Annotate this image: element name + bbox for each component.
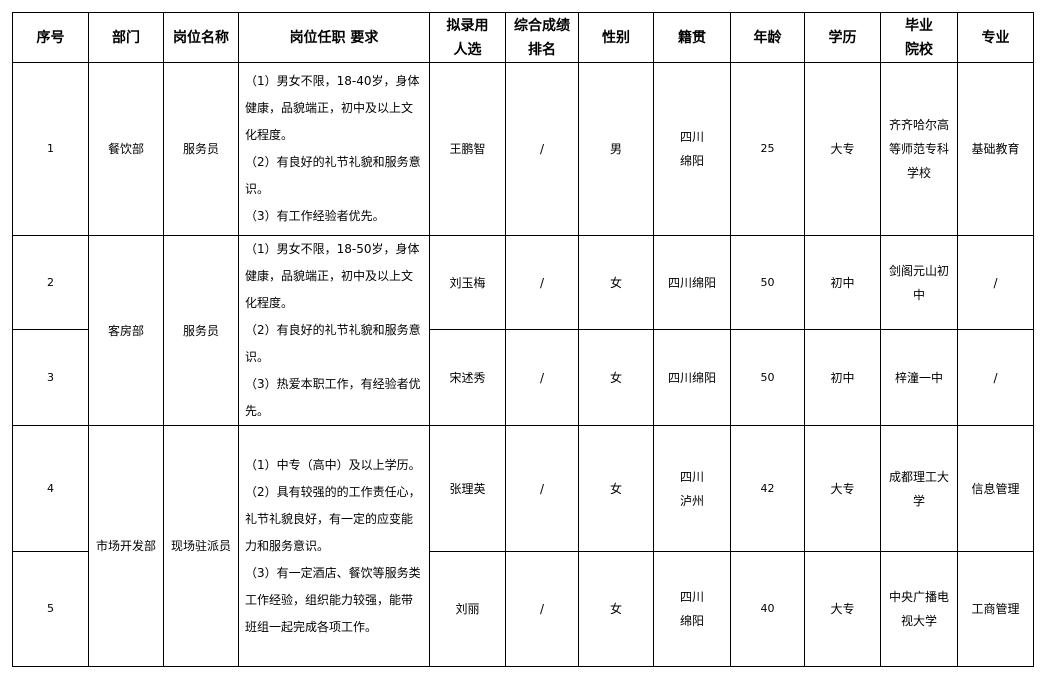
cell-dept: 餐饮部 [88,62,164,236]
table-row: 5 刘丽 / 女 四川 绵阳 40 大专 中央广播电 视大学 工商管理 [12,551,1034,667]
cell-age: 40 [730,551,805,667]
cell-position: 服务员 [163,235,239,426]
cell-candidate: 刘丽 [429,551,506,667]
cell-origin: 四川 绵阳 [653,551,731,667]
cell-candidate: 宋述秀 [429,329,506,426]
cell-major: / [957,329,1034,426]
cell-rank: / [505,62,579,236]
cell-candidate: 张理英 [429,425,506,552]
cell-position: 服务员 [163,62,239,236]
cell-major: / [957,234,1034,331]
cell-rank: / [505,329,579,426]
cell-no: 2 [12,234,89,331]
cell-rank: / [505,425,579,552]
header-major: 专业 [957,12,1034,63]
recruitment-table: 序号 部门 岗位名称 岗位任职 要求 拟录用 人选 综合成绩 排名 性别 籍贯 … [12,12,1034,667]
cell-gender: 女 [578,329,654,426]
cell-school: 齐齐哈尔高 等师范专科 学校 [880,62,958,236]
cell-education: 大专 [804,425,881,552]
cell-origin: 四川 绵阳 [653,62,731,236]
req-item: （3）有工作经验者优先。 [245,209,385,223]
req-item: （3）热爱本职工作，有经验者优先。 [245,377,421,418]
cell-requirements: （1）男女不限，18-50岁，身体健康，品貌端正，初中及以上文化程度。 （2）有良… [238,235,430,426]
header-origin: 籍贯 [653,12,731,63]
cell-school: 成都理工大 学 [880,425,958,552]
cell-no: 1 [12,62,89,236]
cell-requirements: （1）男女不限，18-40岁，身体健康，品貌端正，初中及以上文化程度。 （2）有良… [238,62,430,236]
cell-rank: / [505,551,579,667]
header-candidate: 拟录用 人选 [429,12,506,63]
cell-age: 25 [730,62,805,236]
cell-origin: 四川 泸州 [653,425,731,552]
cell-school: 中央广播电 视大学 [880,551,958,667]
cell-position: 现场驻派员 [163,425,239,667]
cell-education: 初中 [804,234,881,331]
cell-no: 3 [12,329,89,426]
cell-origin: 四川绵阳 [653,329,731,426]
header-age: 年龄 [730,12,805,63]
cell-requirements: （1）中专（高中）及以上学历。 （2）具有较强的的工作责任心，礼节礼貌良好，有一定… [238,425,430,667]
header-row: 序号 部门 岗位名称 岗位任职 要求 拟录用 人选 综合成绩 排名 性别 籍贯 … [12,12,1034,63]
cell-gender: 男 [578,62,654,236]
cell-school: 剑阁元山初 中 [880,234,958,331]
cell-gender: 女 [578,425,654,552]
cell-dept: 客房部 [88,235,164,426]
cell-no: 4 [12,425,89,552]
header-no: 序号 [12,12,89,63]
header-position: 岗位名称 [163,12,239,63]
cell-gender: 女 [578,551,654,667]
header-dept: 部门 [88,12,164,63]
req-item: （1）中专（高中）及以上学历。 [245,457,421,472]
cell-age: 42 [730,425,805,552]
cell-origin: 四川绵阳 [653,234,731,331]
cell-age: 50 [730,234,805,331]
req-item: （1）男女不限，18-40岁，身体健康，品貌端正，初中及以上文化程度。 [245,74,420,142]
cell-education: 初中 [804,329,881,426]
header-gender: 性别 [578,12,654,63]
header-rank: 综合成绩 排名 [505,12,579,63]
cell-education: 大专 [804,62,881,236]
header-school: 毕业 院校 [880,12,958,63]
cell-rank: / [505,234,579,331]
req-item: （3）有一定酒店、餐饮等服务类工作经验，组织能力较强，能带班组一起完成各项工作。 [245,565,421,634]
table-row: 2 客房部 服务员 （1）男女不限，18-50岁，身体健康，品貌端正，初中及以上… [12,234,1034,426]
cell-education: 大专 [804,551,881,667]
cell-school: 梓潼一中 [880,329,958,426]
table-row: 1 餐饮部 服务员 （1）男女不限，18-40岁，身体健康，品貌端正，初中及以上… [12,62,1034,236]
cell-gender: 女 [578,234,654,331]
cell-dept: 市场开发部 [88,425,164,667]
req-item: （2）有良好的礼节礼貌和服务意识。 [245,323,421,364]
cell-major: 工商管理 [957,551,1034,667]
cell-no: 5 [12,551,89,667]
header-education: 学历 [804,12,881,63]
req-item: （2）有良好的礼节礼貌和服务意识。 [245,155,421,196]
cell-major: 信息管理 [957,425,1034,552]
cell-age: 50 [730,329,805,426]
table-row: 3 宋述秀 / 女 四川绵阳 50 初中 梓潼一中 / [12,329,1034,426]
table-row: 4 市场开发部 现场驻派员 （1）中专（高中）及以上学历。 （2）具有较强的的工作… [12,425,1034,667]
header-requirements: 岗位任职 要求 [238,12,430,63]
cell-candidate: 刘玉梅 [429,234,506,331]
cell-candidate: 王鹏智 [429,62,506,236]
req-item: （2）具有较强的的工作责任心，礼节礼貌良好，有一定的应变能力和服务意识。 [245,484,421,553]
req-item: （1）男女不限，18-50岁，身体健康，品貌端正，初中及以上文化程度。 [245,242,420,310]
cell-major: 基础教育 [957,62,1034,236]
